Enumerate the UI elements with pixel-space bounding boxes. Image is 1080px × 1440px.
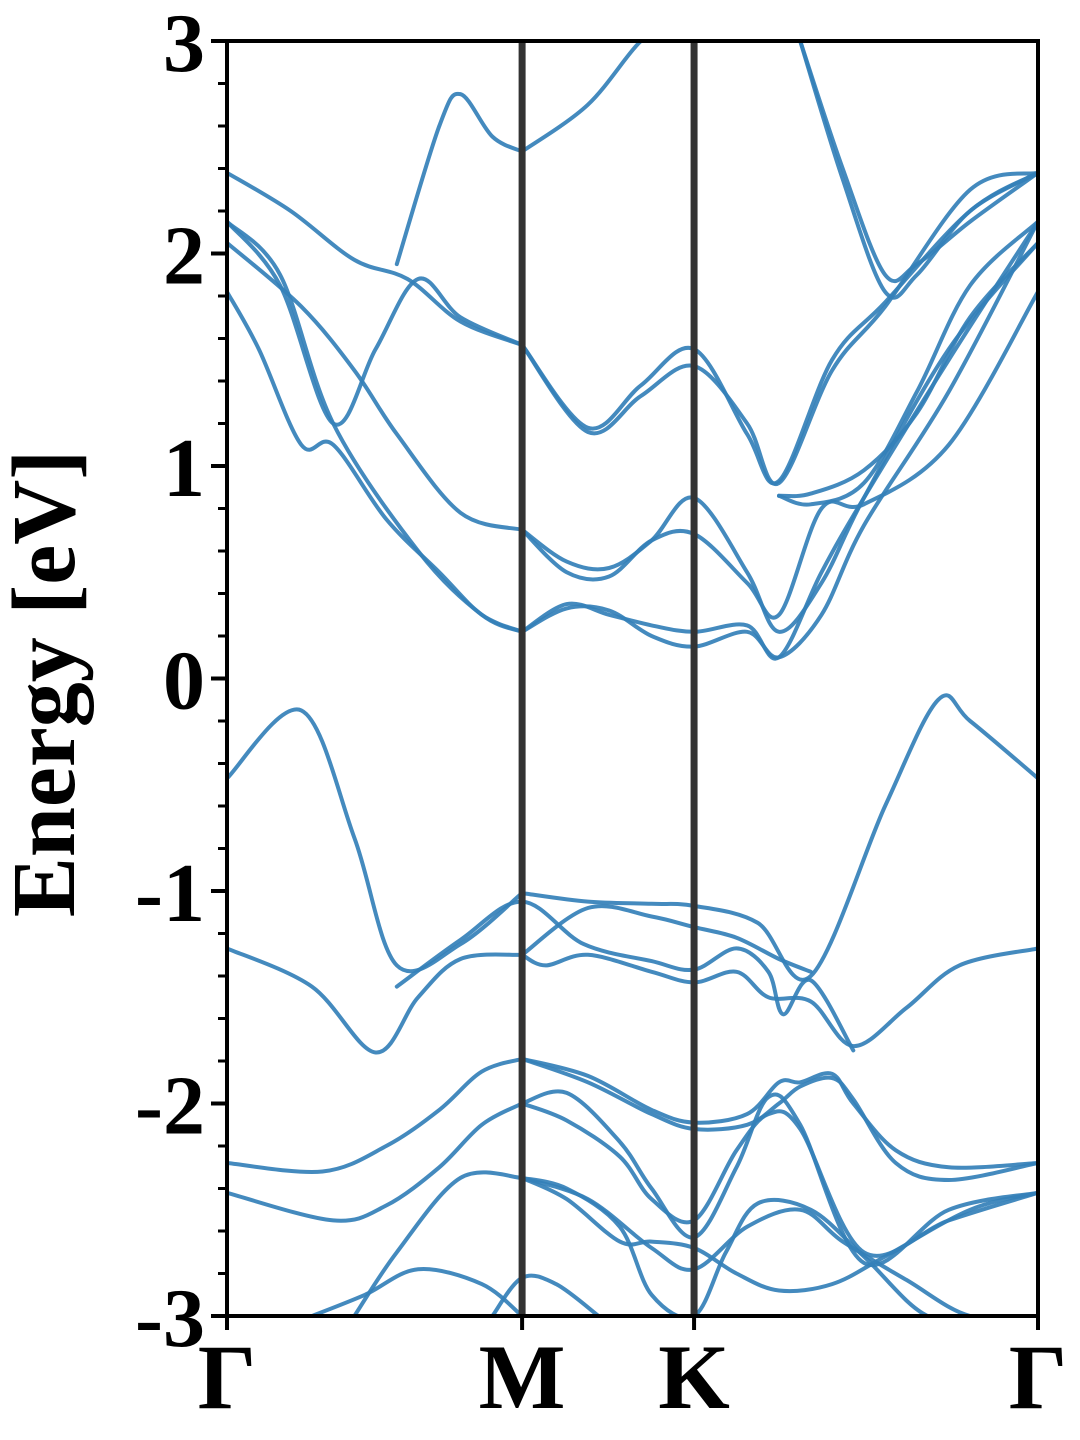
x-tick-label-Γ: Γ — [1009, 1326, 1068, 1428]
band-line-6 — [520, 904, 813, 974]
band-line-1 — [227, 707, 525, 974]
band-line-34 — [777, 240, 1038, 499]
band-line-4 — [520, 946, 1038, 1049]
y-tick-label: -1 — [135, 847, 205, 940]
y-tick-label: 1 — [163, 422, 205, 515]
y-axis-label: Energy [eV] — [0, 450, 94, 917]
band-line-17 — [490, 1273, 601, 1316]
band-line-9 — [520, 1056, 1038, 1182]
plot-frame — [225, 39, 1040, 1318]
high-symmetry-dividers — [518, 41, 698, 1316]
band-line-5 — [394, 899, 856, 1053]
band-line-7 — [227, 1056, 525, 1174]
x-tick-label-Γ: Γ — [198, 1326, 257, 1428]
y-tick-label: 0 — [163, 635, 205, 728]
band-line-22 — [520, 219, 1038, 660]
band-line-28 — [520, 170, 1038, 487]
y-tick-label: 2 — [163, 210, 205, 303]
y-tick-label: -3 — [135, 1272, 205, 1365]
band-line-30 — [394, 91, 525, 267]
band-line-25 — [227, 289, 525, 634]
band-line-13 — [352, 1170, 525, 1316]
band-line-14 — [520, 1175, 1038, 1316]
band-line-32 — [798, 41, 1038, 284]
x-tick-label-K: K — [658, 1326, 730, 1428]
band-line-19 — [227, 240, 525, 532]
y-tick-label: -2 — [135, 1060, 205, 1153]
band-line-31 — [520, 41, 665, 154]
band-line-15 — [520, 1175, 994, 1316]
band-line-23 — [520, 219, 1038, 661]
y-tick-label: 3 — [163, 0, 205, 90]
band-line-33 — [798, 41, 1038, 300]
band-lines — [227, 41, 1038, 1316]
band-line-21 — [227, 219, 525, 634]
band-line-10 — [227, 1101, 525, 1223]
band-line-16 — [309, 1267, 525, 1316]
band-line-35 — [777, 219, 1038, 507]
y-axis-ticks: 3 2 1 0 -1 -2 -3 — [135, 0, 227, 1365]
x-tick-label-M: M — [479, 1326, 566, 1428]
band-line-8 — [520, 1056, 1038, 1170]
band-line-18 — [520, 1175, 1038, 1294]
band-line-24 — [520, 289, 1038, 620]
band-line-3 — [227, 946, 525, 1055]
band-line-2 — [520, 693, 1038, 982]
band-line-26 — [227, 170, 525, 347]
band-line-29 — [227, 219, 525, 427]
